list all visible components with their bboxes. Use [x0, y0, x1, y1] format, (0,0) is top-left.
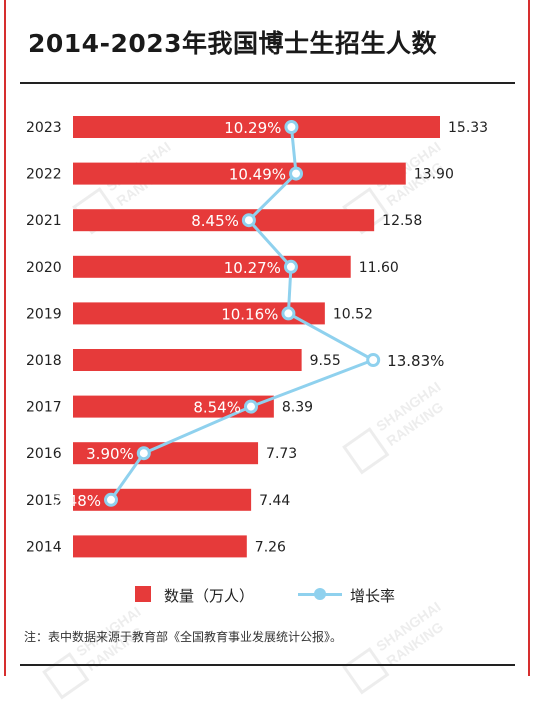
- legend-bar-swatch: [135, 586, 151, 602]
- year-tick-label: 2015: [26, 493, 62, 509]
- growth-rate-point: [283, 259, 298, 274]
- year-tick-label: 2016: [26, 446, 62, 462]
- year-tick-label: 2022: [26, 167, 62, 183]
- bar-value-label: 7.73: [266, 446, 297, 462]
- bar-value-label: 13.90: [414, 167, 454, 183]
- growth-rate-label: 10.27%: [224, 259, 281, 277]
- growth-rate-point: [241, 213, 256, 228]
- bar-value-label: 11.60: [359, 260, 399, 276]
- bar-value-label: 9.55: [310, 353, 341, 369]
- growth-rate-point: [104, 492, 118, 507]
- growth-rate-point: [243, 399, 258, 414]
- bar-2021: [73, 209, 375, 232]
- growth-rate-label: 13.83%: [387, 352, 444, 370]
- growth-rate-label: 2.48%: [53, 492, 101, 510]
- legend: 数量（万人） 增长率: [0, 584, 534, 606]
- growth-rate-label: 10.29%: [224, 119, 281, 137]
- growth-rate-point: [136, 446, 151, 461]
- bar-2020: [73, 255, 351, 278]
- growth-rate-point: [281, 306, 296, 321]
- bottom-rule: [20, 664, 515, 666]
- bar-value-label: 7.44: [259, 493, 290, 509]
- growth-rate-label: 10.16%: [221, 305, 278, 323]
- bar-2023: [73, 116, 440, 138]
- bar-2015: [73, 488, 252, 511]
- legend-bar-label: 数量（万人）: [164, 587, 255, 605]
- bar-value-label: 15.33: [448, 120, 488, 136]
- growth-rate-label: 3.90%: [86, 445, 134, 463]
- growth-rate-label: 10.49%: [229, 166, 286, 184]
- bar-2019: [73, 302, 325, 325]
- year-tick-label: 2020: [26, 260, 62, 276]
- year-tick-label: 2021: [26, 213, 62, 229]
- year-tick-label: 2019: [26, 306, 62, 322]
- source-note: 注：表中数据来源于教育部《全国教育事业发展统计公报》。: [24, 630, 343, 644]
- top-rule: [20, 82, 515, 84]
- year-tick-label: 2017: [26, 400, 62, 416]
- legend-line-dot: [314, 588, 326, 600]
- bar-line-chart: 2023 15.33 2022 13.90 2021 12.58 2020 11.60 2019…: [26, 116, 488, 558]
- bar-value-label: 7.26: [255, 539, 286, 555]
- bar-value-label: 12.58: [382, 213, 422, 229]
- chart-title: 2014-2023年我国博士生招生人数: [28, 29, 438, 58]
- bar-2017: [73, 395, 274, 418]
- year-tick-label: 2014: [26, 539, 62, 555]
- year-tick-label: 2018: [26, 353, 62, 369]
- growth-rate-point: [284, 120, 299, 134]
- growth-rate-label: 8.45%: [191, 212, 239, 230]
- bar-value-label: 8.39: [282, 400, 313, 416]
- legend-line-label: 增长率: [350, 587, 396, 605]
- growth-rate-point: [289, 166, 304, 181]
- bar-2018: [73, 349, 302, 371]
- growth-rate-point: [366, 353, 381, 367]
- bar-2016: [73, 442, 259, 465]
- bar-2014: [73, 535, 247, 558]
- year-tick-label: 2023: [26, 120, 62, 136]
- bar-2022: [73, 162, 406, 185]
- growth-rate-label: 8.54%: [193, 399, 241, 417]
- bar-value-label: 10.52: [333, 306, 373, 322]
- chart-frame: [4, 0, 530, 676]
